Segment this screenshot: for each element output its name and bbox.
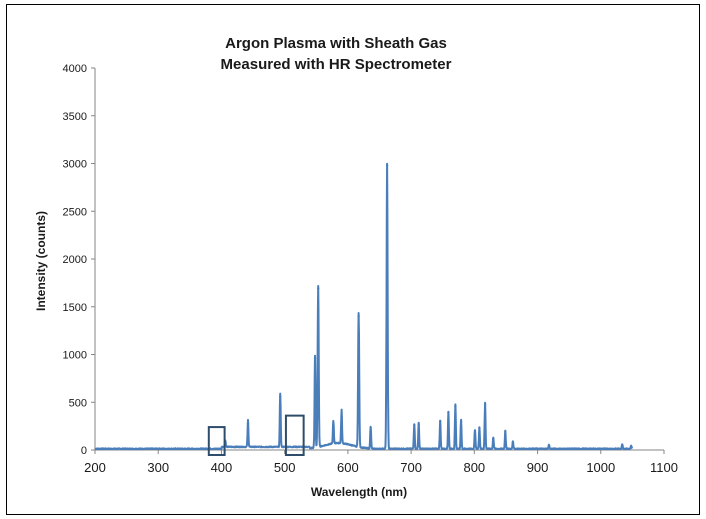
chart-frame: Argon Plasma with Sheath Gas Measured wi… [6,4,700,515]
y-tick-label: 1500 [63,302,87,314]
spectrum-peak-point [313,357,317,360]
y-axis-label: Intensity (counts) [34,211,48,311]
chart-title-line-1: Argon Plasma with Sheath Gas [225,35,447,52]
x-tick-label: 600 [337,460,359,475]
highlight-box [284,414,305,456]
highlight-box [207,426,226,456]
series-layer [94,162,634,451]
spectrum-line [94,162,634,451]
highlight-boxes [207,414,305,456]
x-tick-label: 1000 [586,460,615,475]
y-tick-label: 3500 [63,111,87,123]
x-tick-label: 700 [400,460,422,475]
spectrum-peak-point [332,425,335,429]
spectrum-peak-point [413,423,416,427]
y-tick-label: 1000 [63,350,87,362]
y-tick-label: 4000 [63,63,87,75]
spectrum-peak-point [492,437,495,440]
spectrum-peak-point [316,287,320,290]
x-tick-label: 300 [147,460,169,475]
spectrum-peak-point [385,164,389,167]
axes: 0 500 1000 1500 2000 2500 3000 3500 4000 200 300 40… [63,63,678,475]
y-tick-label: 2000 [63,254,87,266]
y-tick-label: 500 [69,397,87,409]
x-tick-label: 800 [463,460,485,475]
x-tick-label: 200 [84,460,106,475]
spectrum-peak-point [629,445,633,449]
chart-title-line-2: Measured with HR Spectrometer [221,56,452,73]
x-tick-label: 1100 [650,460,678,475]
spectrum-peak-point [473,429,477,433]
spectrum-peak-point [357,315,360,318]
y-tick-label: 2500 [63,206,87,218]
spectrum-peak-point [279,395,282,398]
spectrum-peak-point [246,422,250,425]
spectrum-peak-point [417,423,420,426]
spectrum-peak-point [478,426,481,430]
x-tick-label: 500 [274,460,296,475]
spectrum-peak-point [454,404,457,408]
spectrum-peak-point [459,420,463,423]
spectrum-peak-point [483,402,487,406]
spectrum-peak-point [438,420,442,423]
x-tick-label: 400 [211,460,233,475]
spectrum-peak-point [340,415,343,418]
spectrum-peak-point [621,444,624,447]
spectrum-peak-point [547,444,551,448]
y-tick-label: 3000 [63,159,87,171]
spectrum-chart: Argon Plasma with Sheath Gas Measured wi… [34,35,678,499]
y-tick-label: 0 [81,445,87,457]
x-axis-label: Wavelength (nm) [311,485,407,499]
spectrum-peak-point [511,441,515,444]
spectrum-peak-point [447,411,450,414]
spectrum-peak-point [504,430,507,434]
spectrum-peak-point [369,426,372,430]
x-tick-label: 900 [527,460,549,475]
